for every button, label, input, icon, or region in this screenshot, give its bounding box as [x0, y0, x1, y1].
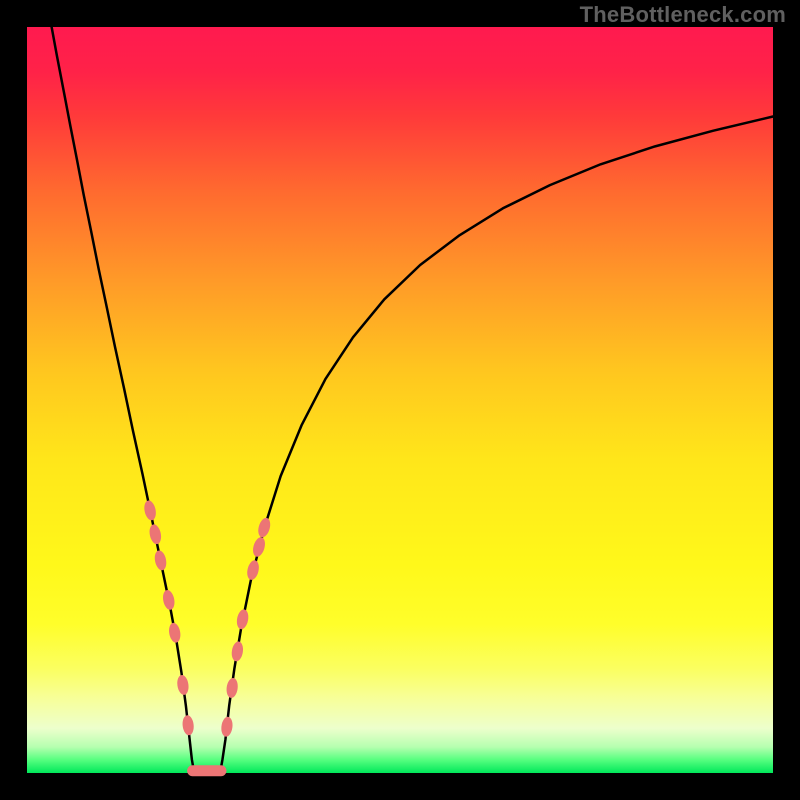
plot-background	[27, 27, 773, 773]
watermark-text: TheBottleneck.com	[580, 2, 786, 28]
chart-container: TheBottleneck.com	[0, 0, 800, 800]
bottleneck-chart	[0, 0, 800, 800]
